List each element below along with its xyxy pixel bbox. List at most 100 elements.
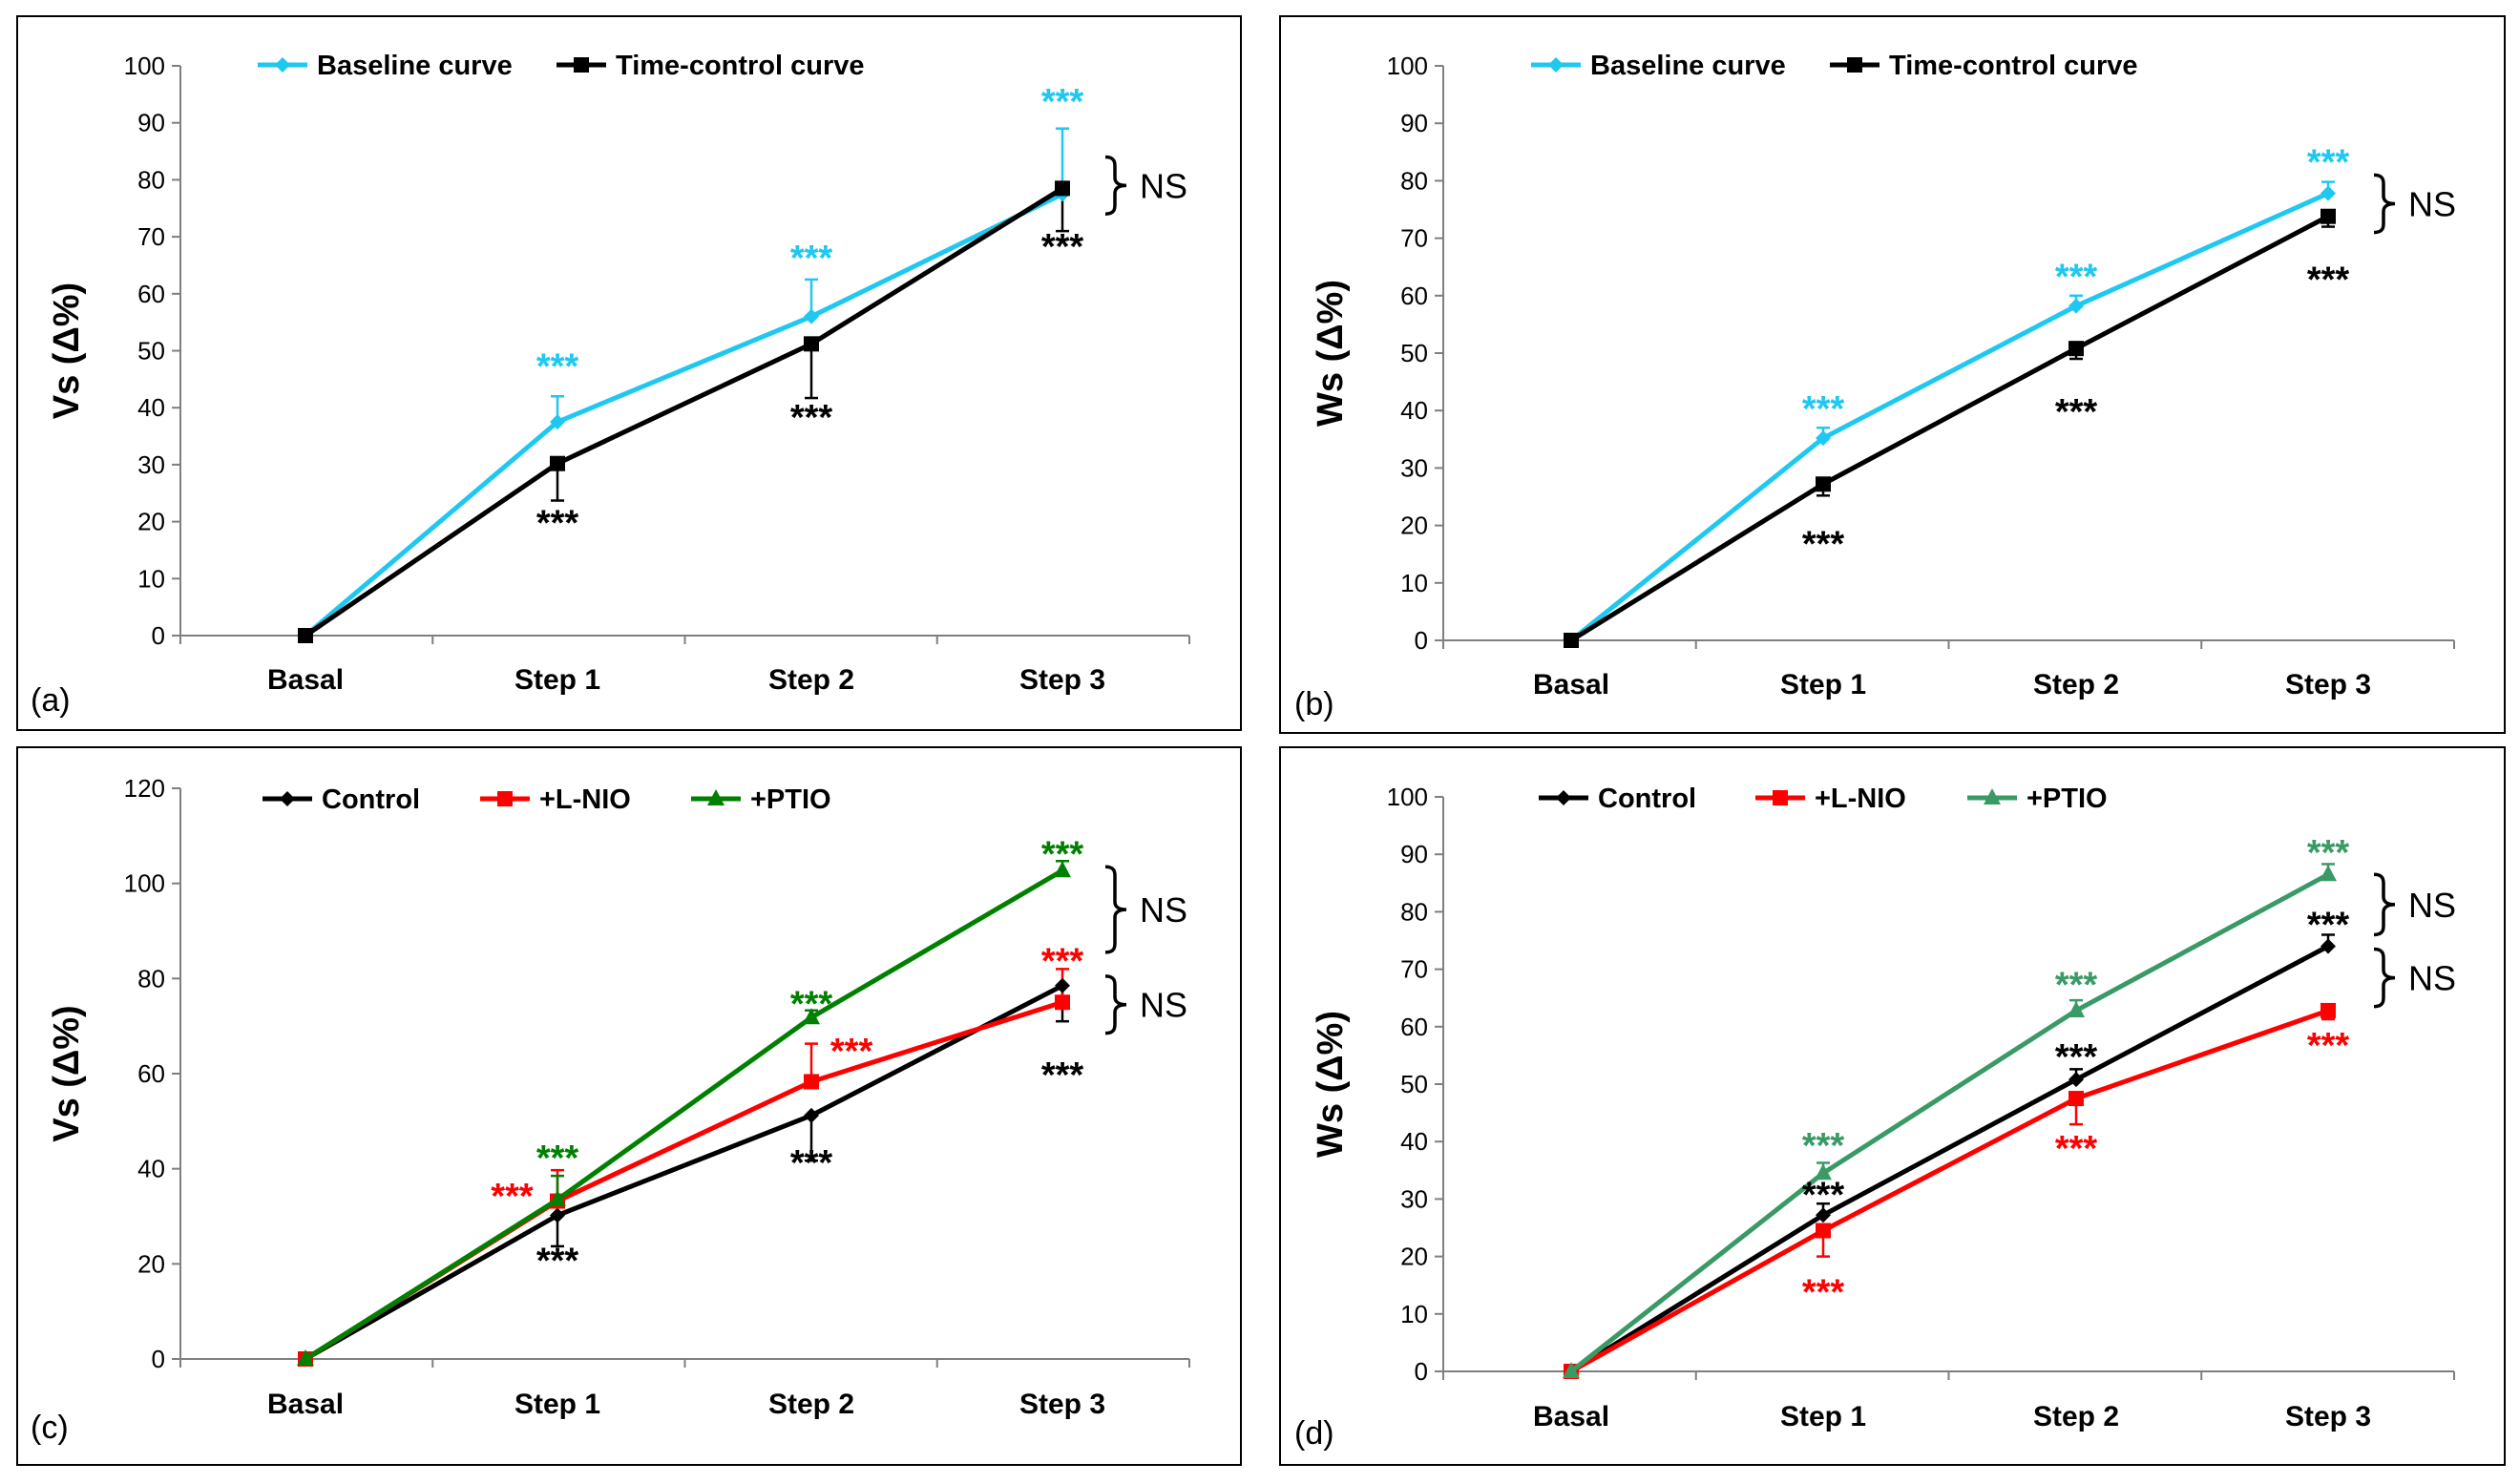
- data-point: [2320, 208, 2336, 224]
- y-axis-label: Ws (Δ%): [1311, 1011, 1351, 1158]
- ns-bracket: [1104, 974, 1127, 1035]
- chart-panel-2: 0 10 20 30 40 50 60 70 80 90 100 Basal Step 1 Step 2 S…: [1279, 15, 2506, 734]
- x-category-label: Step 1: [514, 664, 600, 696]
- significance-stars: ***: [1802, 1175, 1845, 1215]
- legend-swatch-marker: [707, 789, 724, 805]
- y-tick-label: 60: [1400, 1013, 1428, 1041]
- series-line: [1569, 214, 2330, 643]
- legend-entry-label: +L-NIO: [539, 784, 631, 815]
- x-category-label: Basal: [1533, 1401, 1609, 1432]
- data-point: [2320, 185, 2336, 201]
- data-point: [1055, 994, 1070, 1011]
- x-category-label: Step 3: [1019, 664, 1105, 696]
- panel-frame: [16, 15, 1242, 731]
- panel-frame: [1279, 15, 2506, 734]
- panel-label: (a): [31, 682, 71, 719]
- data-point: [2068, 1072, 2084, 1088]
- significance-stars: ***: [2055, 1129, 2098, 1169]
- y-tick-label: 90: [137, 109, 165, 137]
- panel-label: (d): [1294, 1415, 1334, 1452]
- series-line: [1569, 872, 2330, 1373]
- legend-swatch-marker: [275, 57, 290, 73]
- y-tick-label: 40: [1400, 1127, 1428, 1156]
- ns-label: NS: [1140, 166, 1187, 205]
- y-tick-label: 40: [137, 393, 165, 422]
- series-line: [304, 868, 1064, 1362]
- y-tick-label: 10: [1400, 1300, 1428, 1328]
- significance-stars: ***: [491, 1177, 534, 1217]
- ns-bracket: [1104, 155, 1127, 216]
- data-point: [804, 336, 819, 352]
- x-category-label: Step 2: [2033, 1401, 2119, 1432]
- significance-stars: ***: [2307, 905, 2350, 945]
- y-tick-label: 80: [137, 165, 165, 194]
- chart-panel-1: 0 10 20 30 40 50 60 70 80 90 100 Basal Step 1 Step 2 S…: [16, 15, 1242, 731]
- data-point: [1055, 180, 1070, 197]
- ns-label: NS: [2408, 886, 2456, 925]
- data-point: [550, 414, 565, 430]
- legend-entry-label: Baseline curve: [1590, 51, 1786, 81]
- legend-entry-label: +PTIO: [2026, 784, 2108, 814]
- y-tick-label: 30: [1400, 1184, 1428, 1213]
- y-tick-label: 50: [1400, 339, 1428, 367]
- y-tick-label: 50: [1400, 1070, 1428, 1098]
- y-tick-label: 20: [1400, 512, 1428, 540]
- y-axis-label: Ws (Δ%): [1311, 280, 1351, 427]
- ns-label: NS: [1140, 986, 1187, 1025]
- significance-stars: ***: [1802, 1273, 1845, 1313]
- y-tick-label: 100: [124, 869, 165, 898]
- significance-stars: ***: [2307, 833, 2350, 873]
- series-line: [1569, 1008, 2329, 1374]
- y-tick-label: 0: [1415, 626, 1428, 655]
- data-point: [803, 1008, 820, 1025]
- legend-swatch-marker: [1984, 788, 2001, 805]
- significance-stars: ***: [1041, 1056, 1084, 1096]
- legend-entry-label: +L-NIO: [1815, 784, 1906, 814]
- significance-stars: ***: [790, 984, 833, 1024]
- significance-stars: ***: [2307, 261, 2350, 301]
- significance-stars: ***: [2055, 1037, 2098, 1077]
- ns-bracket: [2373, 872, 2396, 937]
- data-point: [2320, 938, 2336, 954]
- significance-stars: ***: [2055, 392, 2098, 432]
- y-tick-label: 100: [124, 52, 165, 80]
- series-line: [1569, 191, 2330, 642]
- y-tick-label: 60: [137, 1059, 165, 1088]
- y-tick-label: 30: [137, 450, 165, 479]
- significance-stars: ***: [1802, 525, 1845, 565]
- data-point: [297, 1349, 314, 1366]
- legend-swatch-marker: [1847, 57, 1862, 73]
- y-tick-label: 0: [152, 621, 165, 650]
- significance-stars: ***: [1041, 941, 1084, 981]
- data-point: [1054, 861, 1071, 878]
- ns-bracket: [1104, 865, 1127, 954]
- series-line: [304, 999, 1063, 1362]
- x-category-label: Step 2: [768, 1389, 854, 1420]
- significance-stars: ***: [2307, 1026, 2350, 1066]
- data-point: [1564, 633, 1579, 648]
- y-tick-label: 90: [1400, 109, 1428, 137]
- y-tick-label: 100: [1387, 52, 1428, 80]
- ns-label: NS: [2408, 184, 2456, 223]
- y-tick-label: 0: [1415, 1357, 1428, 1386]
- y-axis-label: Vs (Δ%): [47, 1005, 87, 1141]
- data-point: [1816, 1207, 1831, 1223]
- y-tick-label: 10: [137, 564, 165, 593]
- y-tick-label: 60: [1400, 282, 1428, 310]
- x-category-label: Basal: [267, 1389, 344, 1420]
- series-line: [304, 186, 1064, 638]
- data-point: [1816, 476, 1831, 492]
- data-point: [550, 1207, 565, 1223]
- x-category-label: Step 1: [514, 1389, 600, 1420]
- significance-stars: ***: [790, 1143, 833, 1183]
- panel-frame: [16, 746, 1242, 1466]
- data-point: [549, 1190, 566, 1207]
- data-point: [2068, 341, 2084, 357]
- x-category-label: Step 2: [768, 664, 854, 696]
- data-point: [804, 1074, 819, 1090]
- y-tick-label: 90: [1400, 840, 1428, 868]
- data-point: [2320, 865, 2337, 882]
- y-tick-label: 60: [137, 280, 165, 308]
- x-category-label: Basal: [1533, 669, 1609, 700]
